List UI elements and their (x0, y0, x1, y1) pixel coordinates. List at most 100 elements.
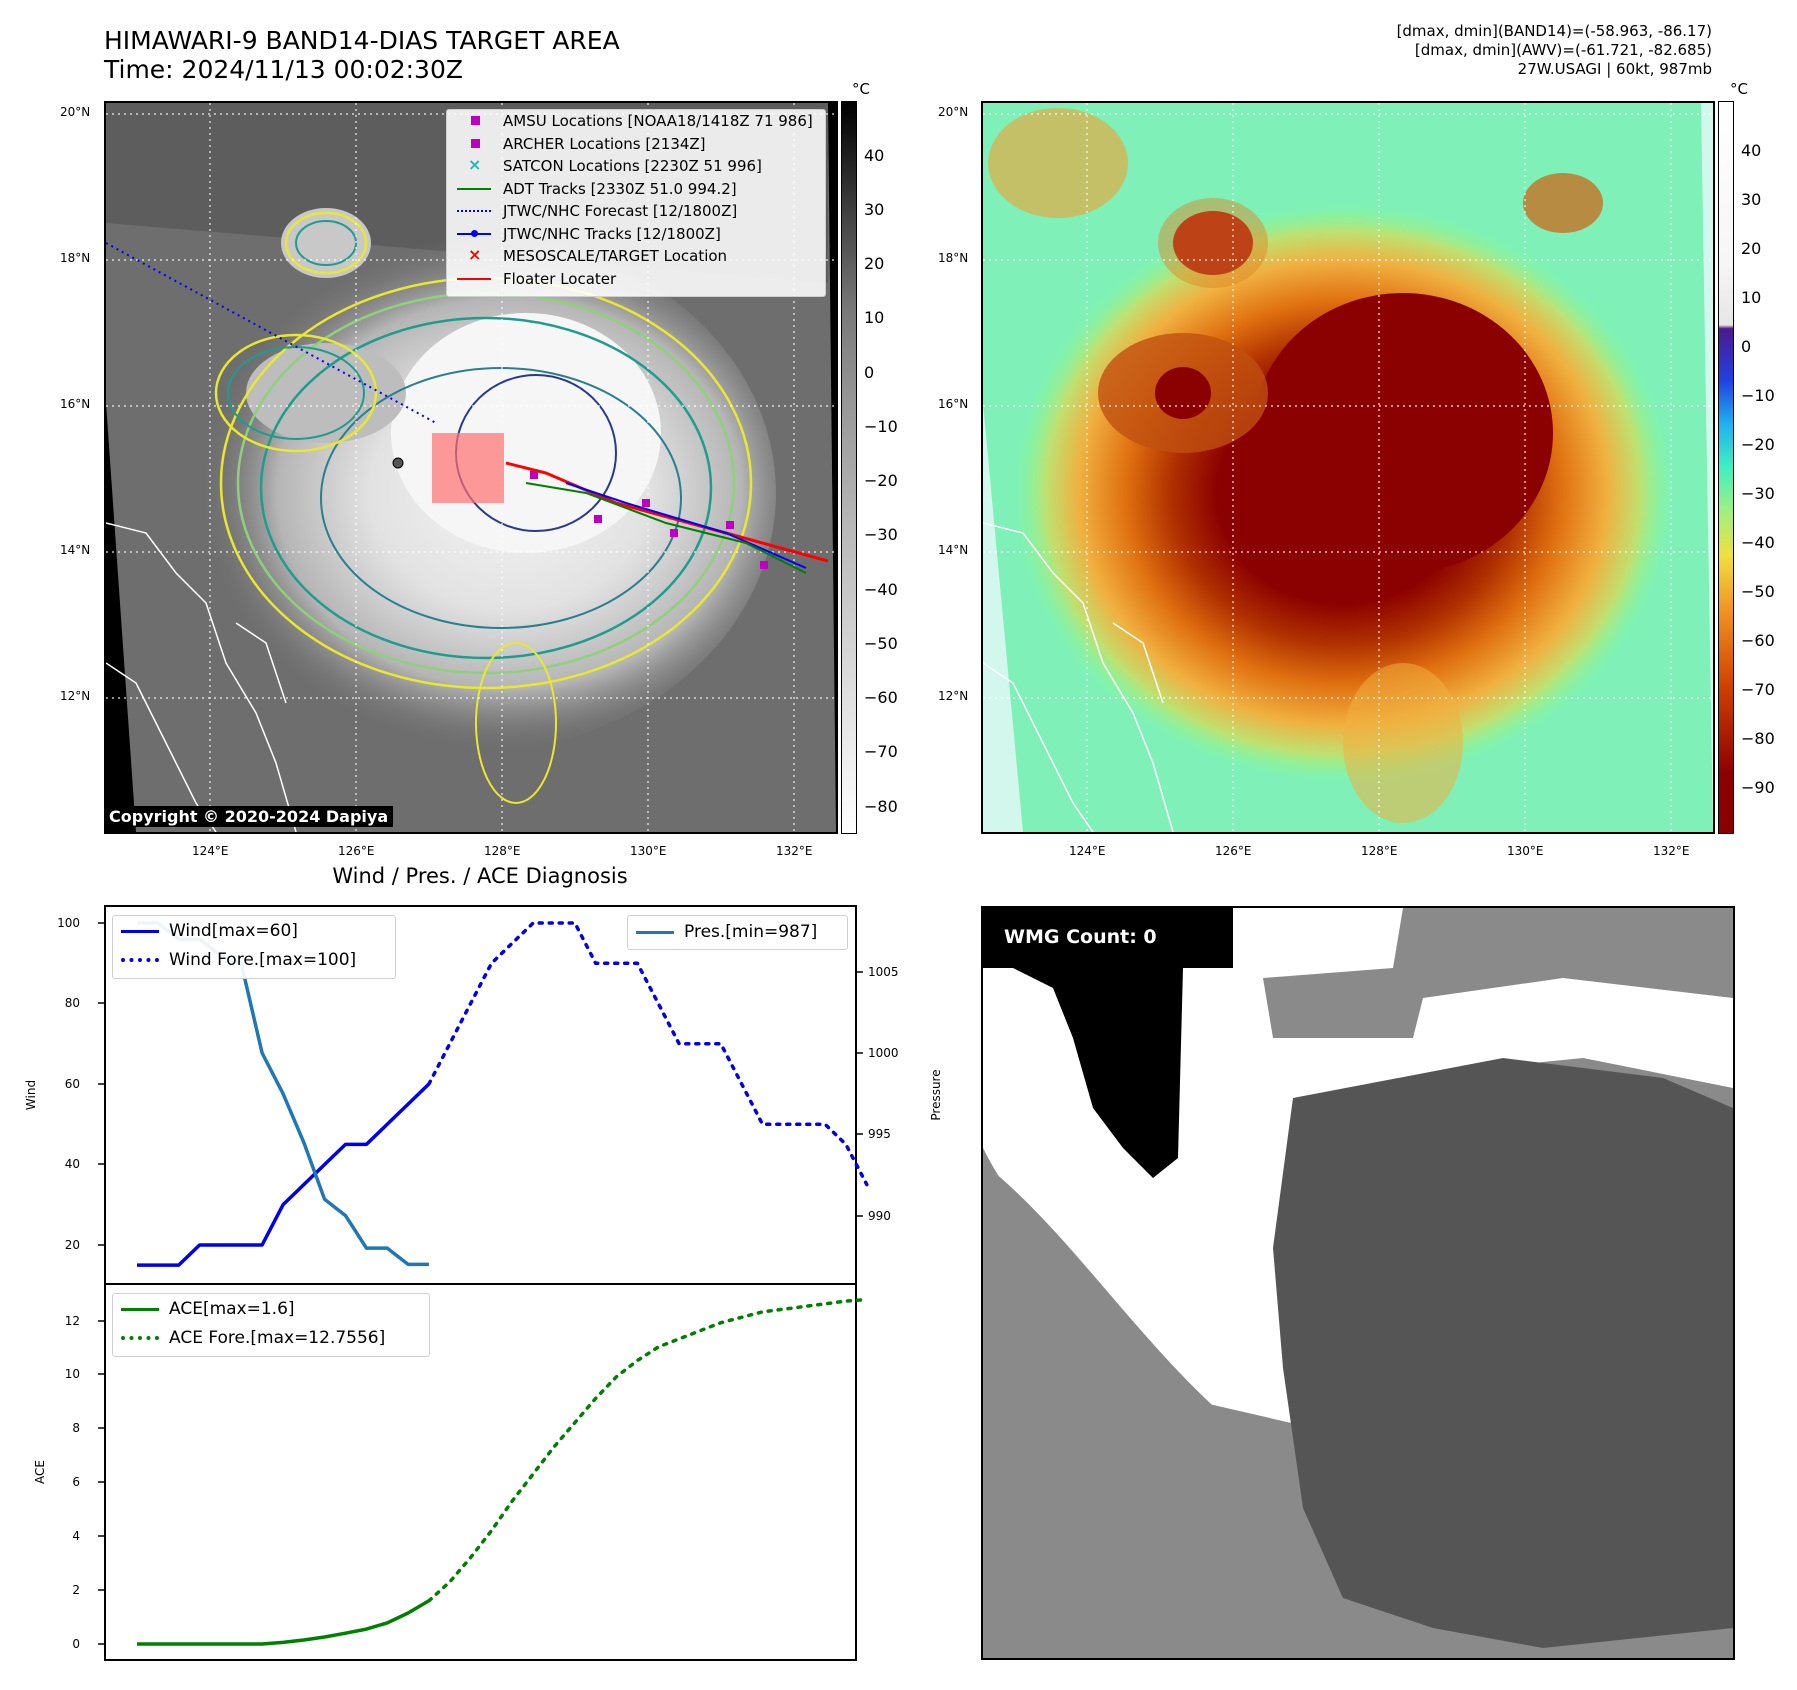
title-line-1: HIMAWARI-9 BAND14-DIAS TARGET AREA (104, 26, 620, 55)
colorbar-tick: −30 (1741, 484, 1775, 503)
lon-label: 132°E (776, 844, 813, 858)
legend-label: ACE Fore.[max=12.7556] (169, 1327, 386, 1348)
legend-item: AMSU Locations [NOAA18/1418Z 71 986] (447, 110, 825, 133)
solid-line-icon (636, 921, 676, 943)
legend-item: ACE Fore.[max=12.7556] (113, 1323, 429, 1352)
wind-tick-label: 60 (65, 1077, 80, 1091)
lon-label: 128°E (484, 844, 521, 858)
wind-tick-label: 100 (57, 916, 80, 930)
colorbar-tick: −10 (1741, 386, 1775, 405)
colorbar-tick: 40 (864, 146, 885, 165)
lon-label: 126°E (1215, 844, 1252, 858)
colorbar-tick: −80 (1741, 729, 1775, 748)
legend-label: MESOSCALE/TARGET Location (503, 247, 728, 266)
lon-label: 128°E (1361, 844, 1398, 858)
lon-label: 132°E (1653, 844, 1690, 858)
pressure-axis-label: Pressure (929, 1069, 943, 1120)
info-line-1: [dmax, dmin](BAND14)=(-58.963, -86.17) (1396, 22, 1712, 40)
colorbar-tick: 10 (1741, 288, 1762, 307)
legend-item: Wind Fore.[max=100] (113, 945, 395, 974)
x-marker-icon: × (468, 245, 482, 265)
colorbar-tick: −70 (1741, 680, 1775, 699)
wind-line (137, 1082, 431, 1267)
wind-tick-label: 20 (65, 1238, 80, 1252)
ace-tick-label: 6 (72, 1475, 80, 1489)
legend-label: ADT Tracks [2330Z 51.0 994.2] (503, 179, 737, 198)
lat-label: 18°N (60, 251, 91, 265)
title-line-2: Time: 2024/11/13 00:02:30Z (104, 55, 463, 84)
legend-label: JTWC/NHC Forecast [12/1800Z] (503, 202, 738, 221)
colorbar-tick: −50 (1741, 582, 1775, 601)
wind-tick-label: 40 (65, 1157, 80, 1171)
legend-label: ACE[max=1.6] (169, 1298, 295, 1319)
lat-label: 14°N (60, 543, 91, 557)
wmg-count-label: WMG Count: 0 (1004, 926, 1157, 948)
lat-label: 12°N (938, 689, 969, 703)
wind-tick-label: 80 (65, 996, 80, 1010)
ace-tick-label: 2 (72, 1583, 80, 1597)
ace-tick-label: 4 (72, 1529, 80, 1543)
pressure-legend: Pres.[min=987] (627, 915, 848, 950)
colorbar-tick: −90 (1741, 778, 1775, 797)
ace-tick-label: 8 (72, 1421, 80, 1435)
colorbar-tick: −20 (864, 471, 898, 490)
lat-label: 20°N (938, 105, 969, 119)
colorbar-tick: 40 (1741, 141, 1762, 160)
colorbar-tick: 0 (1741, 337, 1752, 356)
x-marker-icon: × (468, 155, 482, 175)
colorbar-tick: 30 (864, 200, 885, 219)
pressure-tick-label: 1000 (868, 1046, 899, 1060)
colorbar-tick: −60 (1741, 631, 1775, 650)
wind-forecast-line (427, 921, 869, 1187)
lon-label: 130°E (1507, 844, 1544, 858)
info-line-2: [dmax, dmin](AWV)=(-61.721, -82.685) (1414, 41, 1712, 59)
info-line-3: 27W.USAGI | 60kt, 987mb (1517, 60, 1712, 78)
ace-line (137, 1599, 430, 1646)
pressure-tick-label: 995 (868, 1127, 891, 1141)
wmg-image (983, 908, 1733, 1658)
square-marker-icon (455, 133, 495, 155)
legend-item: × SATCON Locations [2230Z 51 996] (447, 155, 825, 178)
colorbar-tick: −30 (864, 525, 898, 544)
lat-label: 16°N (60, 397, 91, 411)
ace-tick-label: 12 (65, 1314, 80, 1328)
lon-label: 124°E (192, 844, 229, 858)
colorbar-tick: −10 (864, 417, 898, 436)
colorbar-tick: −70 (864, 742, 898, 761)
ace-chart-frame (104, 1283, 857, 1661)
figure-title: HIMAWARI-9 BAND14-DIAS TARGET AREA Time:… (104, 26, 620, 84)
colorbar-tick: −20 (1741, 435, 1775, 454)
colorbar-unit: °C (852, 80, 870, 98)
legend-item: Pres.[min=987] (628, 916, 847, 947)
dotted-line-icon (455, 200, 495, 222)
lat-label: 16°N (938, 397, 969, 411)
legend-label: SATCON Locations [2230Z 51 996] (503, 157, 762, 176)
ace-axis-label: ACE (33, 1460, 47, 1484)
color-colorbar (1718, 101, 1734, 834)
colorbar-tick: −60 (864, 688, 898, 707)
legend-item: JTWC/NHC Forecast [12/1800Z] (447, 200, 825, 223)
wind-series-layer (137, 921, 869, 1267)
solid-line-icon (121, 1298, 161, 1320)
lon-label: 130°E (630, 844, 667, 858)
colorbar-tick: −40 (864, 580, 898, 599)
colorbar-tick: 10 (864, 308, 885, 327)
legend-item: × MESOSCALE/TARGET Location (447, 245, 825, 268)
legend-label: ARCHER Locations [2134Z] (503, 134, 706, 153)
dotted-line-icon (121, 949, 161, 971)
line-dot-icon (455, 223, 495, 245)
wind-axis-label: Wind (24, 1080, 38, 1110)
ace-tick-label: 0 (72, 1637, 80, 1651)
colorbar-tick: 0 (864, 363, 875, 382)
colorbar-tick: −80 (864, 797, 898, 816)
pressure-tick-label: 1005 (868, 965, 899, 979)
ir-color-map (981, 101, 1715, 834)
colorbar-tick: 30 (1741, 190, 1762, 209)
legend-label: Pres.[min=987] (684, 921, 818, 942)
legend-label: Wind[max=60] (169, 920, 298, 941)
lat-label: 18°N (938, 251, 969, 265)
lon-label: 124°E (1069, 844, 1106, 858)
ace-series-layer (137, 1297, 869, 1646)
colorbar-unit: °C (1730, 80, 1748, 98)
dotted-line-icon (121, 1327, 161, 1349)
